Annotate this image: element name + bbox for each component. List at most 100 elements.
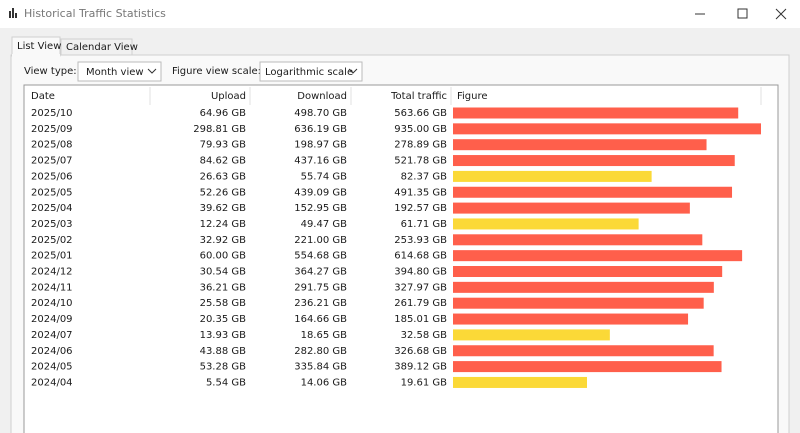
cell-total: 327.97 GB [394,282,447,293]
cell-upload: 12.24 GB [200,219,247,230]
tab-label[interactable]: Calendar View [66,42,138,53]
combo-arrow [348,68,358,74]
cell-download: 152.95 GB [294,203,347,214]
column-header[interactable]: Total traffic [390,91,447,102]
close-button[interactable] [775,8,787,20]
cell-date: 2024/06 [31,346,73,357]
label: View type: [24,66,77,77]
column-header[interactable]: Figure [457,91,488,102]
traffic-bar [453,234,703,246]
cell-date: 2024/09 [31,314,73,325]
cell-total: 261.79 GB [394,298,447,309]
traffic-bar [453,313,689,325]
cell-upload: 52.26 GB [200,187,247,198]
cell-upload: 25.58 GB [200,298,247,309]
cell-total: 32.58 GB [401,330,448,341]
cell-upload: 13.93 GB [200,330,247,341]
column-header[interactable]: Upload [211,91,246,102]
cell-total: 253.93 GB [394,235,447,246]
cell-upload: 60.00 GB [200,251,247,262]
cell-date: 2024/10 [31,298,73,309]
traffic-bar [453,266,723,277]
column-header[interactable]: Date [31,91,55,102]
cell-upload: 79.93 GB [200,140,247,151]
traffic-bar [453,329,610,341]
cell-total: 185.01 GB [394,314,447,325]
cell-upload: 39.62 GB [200,203,247,214]
cell-upload: 64.96 GB [200,108,247,119]
traffic-bar [453,345,714,357]
traffic-bar [453,139,707,151]
combo-value[interactable]: Month view [86,67,144,78]
cell-download: 554.68 GB [294,251,347,262]
cell-total: 935.00 GB [394,124,447,135]
cell-upload: 32.92 GB [200,235,247,246]
cell-upload: 43.88 GB [200,346,247,357]
cell-total: 326.68 GB [394,346,447,357]
combo-value[interactable]: Logarithmic scale [265,67,353,78]
tab-join [12,54,60,57]
cell-download: 221.00 GB [294,235,347,246]
cell-download: 282.80 GB [294,346,347,357]
cell-download: 49.47 GB [301,219,348,230]
cell-date: 2025/02 [31,235,73,246]
cell-total: 614.68 GB [394,251,447,262]
cell-date: 2025/09 [31,124,73,135]
cell-date: 2024/05 [31,362,73,373]
window-title: Historical Traffic Statistics [24,7,166,20]
table-body: Date Upload Download Total traffic Figure 202… [31,87,762,388]
traffic-bar [453,218,639,230]
cell-upload: 30.54 GB [200,267,247,278]
cell-date: 2025/08 [31,140,73,151]
tab-label[interactable]: List View [17,41,61,52]
cell-download: 164.66 GB [294,314,347,325]
cell-date: 2025/06 [31,171,73,182]
traffic-bar [453,186,733,198]
traffic-bar [453,297,704,309]
traffic-bar [453,202,690,214]
cell-total: 521.78 GB [394,156,447,167]
title-bar [0,0,800,28]
cell-upload: 26.63 GB [200,171,247,182]
cell-upload: 36.21 GB [200,282,247,293]
cell-date: 2024/12 [31,267,73,278]
column-header[interactable]: Download [297,91,347,102]
cell-download: 14.06 GB [301,377,348,388]
traffic-bar [453,250,743,262]
traffic-bar [453,281,714,293]
combo-arrow [147,68,157,74]
cell-download: 291.75 GB [294,282,347,293]
cell-total: 563.66 GB [394,108,447,119]
cell-download: 335.84 GB [294,362,347,373]
cell-date: 2025/10 [31,108,73,119]
traffic-bar [453,123,761,135]
label: Figure view scale: [172,66,261,77]
traffic-bar [453,361,722,373]
cell-download: 198.97 GB [294,140,347,151]
cell-date: 2025/05 [31,187,73,198]
traffic-bar [453,155,735,167]
app-icon [9,8,17,18]
cell-download: 55.74 GB [301,171,348,182]
cell-date: 2024/11 [31,282,73,293]
cell-upload: 5.54 GB [206,377,246,388]
cell-download: 498.70 GB [294,108,347,119]
cell-upload: 20.35 GB [200,314,247,325]
maximize-button[interactable] [737,8,748,19]
combo-box[interactable] [259,61,363,82]
cell-date: 2025/01 [31,251,73,262]
cell-date: 2025/07 [31,156,73,167]
cell-date: 2024/07 [31,330,73,341]
cell-total: 394.80 GB [394,267,447,278]
cell-download: 439.09 GB [294,187,347,198]
cell-total: 491.35 GB [394,187,447,198]
combo-box[interactable] [77,61,162,82]
cell-upload: 84.62 GB [200,156,247,167]
tab[interactable] [60,38,133,56]
cell-download: 636.19 GB [294,124,347,135]
cell-upload: 298.81 GB [193,124,246,135]
cell-download: 236.21 GB [294,298,347,309]
traffic-bar [453,170,652,182]
